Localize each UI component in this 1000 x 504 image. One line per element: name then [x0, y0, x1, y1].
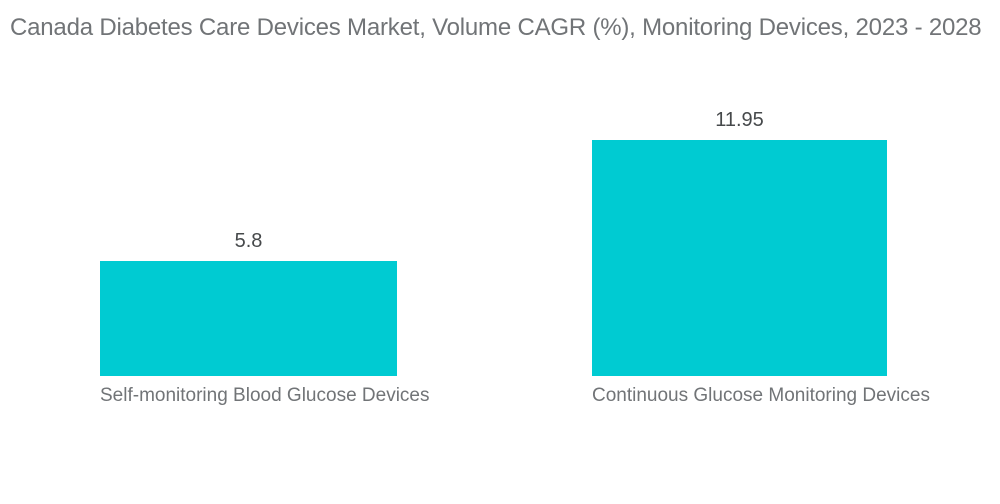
value-label-cgm: 11.95	[715, 109, 764, 131]
category-label-smbg: Self-monitoring Blood Glucose Devices	[100, 385, 430, 406]
bar-cgm	[592, 140, 887, 376]
plot-area: 5.8 11.95	[100, 109, 887, 376]
bar-group-cgm: 11.95	[592, 109, 887, 376]
value-label-smbg: 5.8	[234, 230, 263, 252]
chart-title: Canada Diabetes Care Devices Market, Vol…	[10, 14, 982, 41]
bar-group-smbg: 5.8	[100, 230, 397, 376]
bar-smbg	[100, 261, 397, 376]
category-label-cgm: Continuous Glucose Monitoring Devices	[592, 385, 930, 406]
